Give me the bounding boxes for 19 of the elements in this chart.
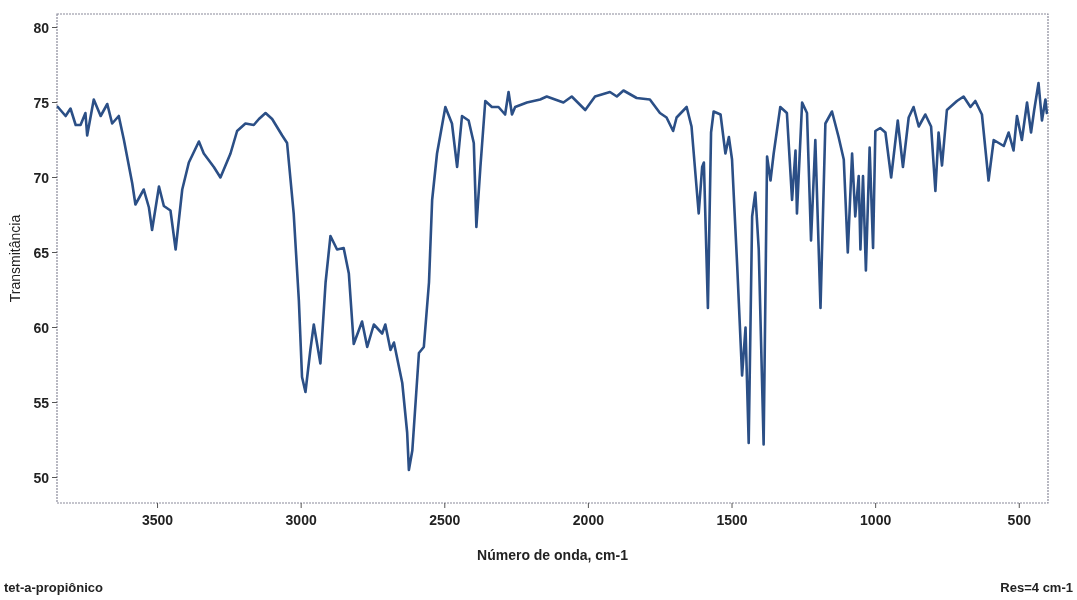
text: tet-a-propiônico xyxy=(4,580,103,595)
text: Res=4 cm-1 xyxy=(1000,580,1073,595)
y-tick-label: 50 xyxy=(33,469,50,486)
x-tick-label: 2000 xyxy=(572,512,605,528)
x-tick-label: 3000 xyxy=(285,512,317,528)
y-tick-label: 75 xyxy=(33,94,50,111)
x-tick-label: 1500 xyxy=(716,512,748,528)
y-tick-label: 65 xyxy=(33,244,50,261)
x-tick-label: 1000 xyxy=(860,512,892,528)
y-tick-label: 80 xyxy=(33,19,50,36)
x-tick-label: 500 xyxy=(1007,512,1032,528)
x-tick-label: 3500 xyxy=(141,512,174,528)
y-tick-label: 60 xyxy=(33,319,50,336)
y-tick-label: 55 xyxy=(33,394,50,411)
x-axis-title: Número de onda, cm-1 xyxy=(477,547,629,563)
x-tick-label: 2500 xyxy=(429,512,461,528)
y-tick-label: 70 xyxy=(33,169,50,186)
y-axis-title: Transmitância xyxy=(7,214,23,303)
line-series xyxy=(56,81,1049,472)
